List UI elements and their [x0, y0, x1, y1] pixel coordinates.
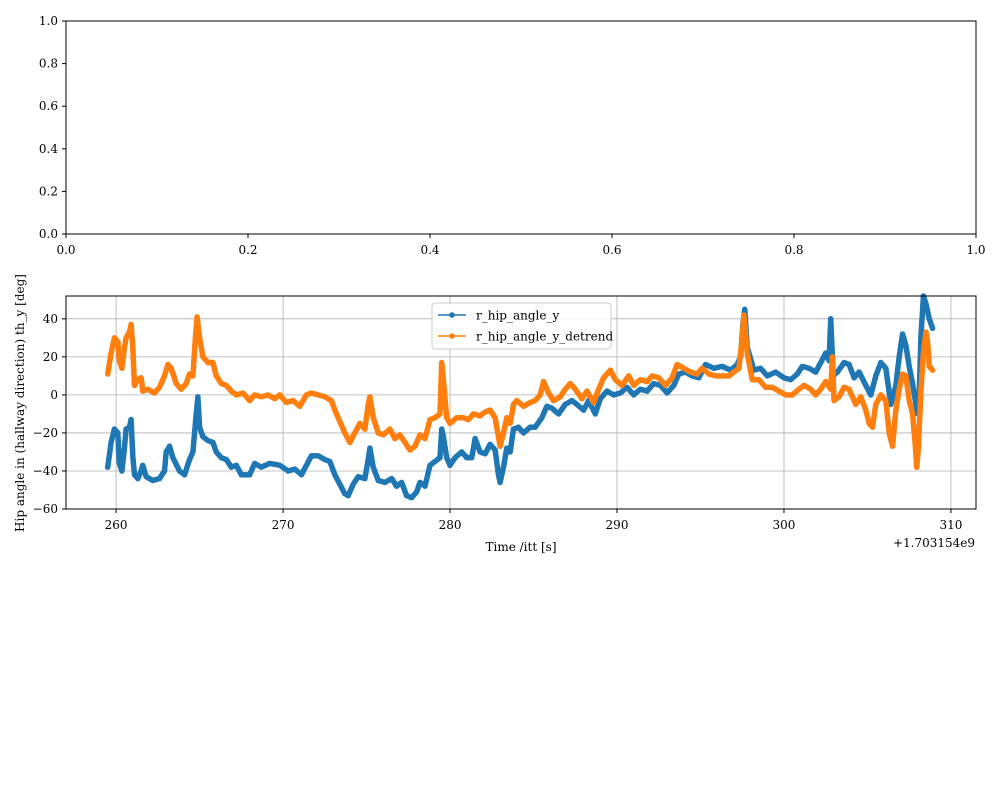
legend-entry-r-hip-angle-y: r_hip_angle_y — [438, 309, 559, 323]
y-tick-label: −60 — [33, 502, 58, 516]
top-x-tick-label: 0.4 — [420, 243, 439, 257]
legend-entry-r-hip-angle-y-detrend: r_hip_angle_y_detrend — [438, 330, 613, 344]
top-y-tick-label: 0.6 — [39, 99, 58, 113]
series-r-hip-angle-y-detrend — [104, 312, 936, 471]
data-series — [104, 293, 936, 501]
legend-marker-r-hip-angle-y — [449, 312, 455, 318]
x-tick-label: 270 — [272, 518, 295, 532]
top-y-tick-label: 1.0 — [39, 14, 58, 28]
top-axes-ticks: 0.0 0.2 0.4 0.6 0.8 1.0 0.0 0.2 0.4 0.6 0.8 1.0 — [39, 14, 986, 257]
top-x-tick-label: 0.2 — [238, 243, 257, 257]
top-x-tick-label: 0.0 — [56, 243, 75, 257]
x-offset-label: +1.703154e9 — [893, 536, 975, 550]
y-tick-label: 20 — [43, 350, 58, 364]
top-y-tick-label: 0.2 — [39, 184, 58, 198]
legend-marker-r-hip-angle-y-detrend — [449, 333, 455, 339]
top-y-tick-label: 0.4 — [39, 142, 58, 156]
data-axes: 260 270 280 290 300 310 −60 −40 −20 0 20 40 Time /i… — [13, 274, 977, 554]
top-x-tick-label: 1.0 — [966, 243, 985, 257]
top-axes: 0.0 0.2 0.4 0.6 0.8 1.0 0.0 0.2 0.4 0.6 0.8 1.0 — [39, 14, 986, 257]
x-tick-label: 300 — [773, 518, 796, 532]
x-axis-label: Time /itt [s] — [486, 540, 557, 554]
y-tick-label: −40 — [33, 464, 58, 478]
top-x-tick-label: 0.6 — [602, 243, 621, 257]
legend-box — [431, 302, 612, 350]
x-tick-label: 260 — [105, 518, 128, 532]
legend-label-r-hip-angle-y: r_hip_angle_y — [476, 309, 559, 323]
y-axis-label: Hip angle in (hallway direction) th_y [d… — [13, 274, 27, 532]
top-axes-frame — [65, 20, 977, 235]
x-tick-label: 310 — [940, 518, 963, 532]
top-y-tick-label: 0.0 — [39, 227, 58, 241]
legend: r_hip_angle_y r_hip_angle_y_detrend — [431, 302, 613, 350]
x-tick-label: 280 — [439, 518, 462, 532]
top-y-tick-label: 0.8 — [39, 57, 58, 71]
data-axes-frame — [65, 295, 977, 510]
y-tick-label: −20 — [33, 426, 58, 440]
y-tick-label: 40 — [43, 312, 58, 326]
data-point — [929, 367, 936, 374]
top-x-tick-label: 0.8 — [784, 243, 803, 257]
data-point — [929, 325, 936, 332]
data-axes-ticks: 260 270 280 290 300 310 −60 −40 −20 0 20 40 — [33, 312, 963, 532]
legend-label-r-hip-angle-y-detrend: r_hip_angle_y_detrend — [476, 330, 613, 344]
y-tick-label: 0 — [50, 388, 58, 402]
x-tick-label: 290 — [606, 518, 629, 532]
